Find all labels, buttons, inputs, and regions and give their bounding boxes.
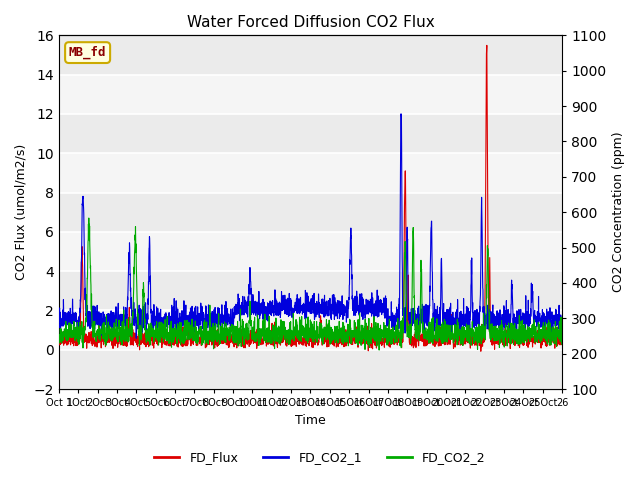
Bar	[59, 74, 562, 114]
Bar	[59, 232, 562, 271]
Title: Water Forced Diffusion CO2 Flux: Water Forced Diffusion CO2 Flux	[187, 15, 435, 30]
Bar	[59, 36, 562, 74]
Bar	[59, 153, 562, 192]
Bar	[59, 192, 562, 232]
Bar	[59, 350, 562, 389]
Y-axis label: CO2 Concentration (ppm): CO2 Concentration (ppm)	[612, 132, 625, 292]
Bar	[59, 271, 562, 311]
Text: MB_fd: MB_fd	[69, 46, 106, 59]
Legend: FD_Flux, FD_CO2_1, FD_CO2_2: FD_Flux, FD_CO2_1, FD_CO2_2	[149, 446, 491, 469]
Bar	[59, 114, 562, 153]
Bar	[59, 311, 562, 350]
X-axis label: Time: Time	[295, 414, 326, 427]
Y-axis label: CO2 Flux (umol/m2/s): CO2 Flux (umol/m2/s)	[15, 144, 28, 280]
